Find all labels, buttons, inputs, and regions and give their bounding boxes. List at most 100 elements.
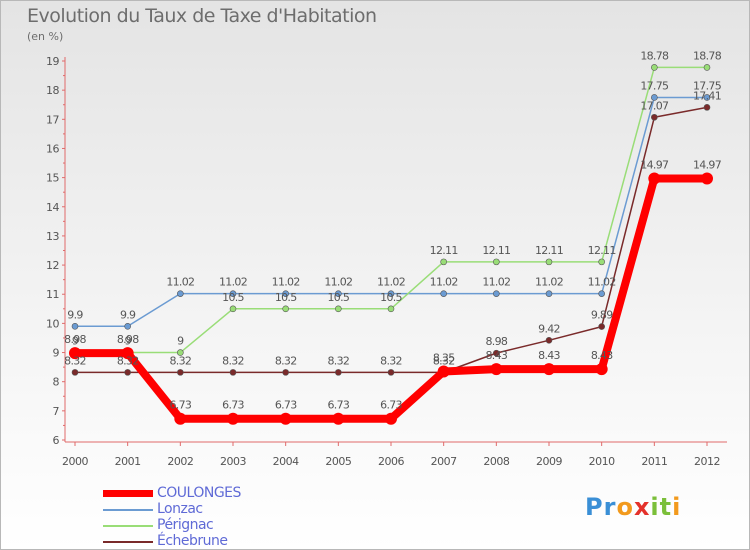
data-point — [282, 290, 289, 297]
data-point — [385, 412, 397, 425]
y-tick-label: 6 — [53, 434, 60, 447]
data-point — [69, 347, 81, 360]
data-label: 10.5 — [222, 291, 244, 304]
y-tick-label: 7 — [53, 405, 60, 418]
data-point — [124, 369, 131, 376]
data-label: 9.9 — [67, 308, 83, 321]
data-point — [71, 369, 79, 376]
data-point — [493, 349, 500, 357]
data-point — [651, 94, 658, 101]
logo-letter: P — [585, 493, 604, 521]
y-tick-label: 15 — [46, 172, 59, 185]
data-label: 8.32 — [222, 354, 244, 367]
data-point — [335, 305, 342, 313]
data-point — [282, 305, 289, 313]
data-label: 8.32 — [380, 354, 402, 367]
x-tick-label: 2000 — [62, 455, 88, 468]
data-point — [703, 64, 711, 71]
data-label: 8.43 — [591, 349, 613, 362]
x-tick-label: 2004 — [273, 455, 299, 468]
data-point — [440, 290, 447, 297]
data-point — [651, 113, 658, 121]
data-point — [387, 369, 395, 376]
data-point — [598, 258, 605, 266]
y-tick-label: 9 — [53, 347, 60, 360]
legend-swatch — [103, 490, 153, 497]
data-point — [71, 322, 79, 330]
data-label: 11.02 — [166, 276, 194, 289]
x-tick-label: 2010 — [589, 455, 615, 468]
data-point — [177, 369, 184, 376]
data-label: 11.02 — [482, 276, 510, 289]
y-tick-label: 14 — [46, 201, 59, 214]
x-tick-label: 2012 — [694, 455, 720, 468]
proxiti-logo: Proxiti — [585, 493, 681, 521]
data-point — [490, 363, 503, 376]
logo-letter: r — [603, 493, 617, 521]
data-point — [651, 64, 658, 71]
data-label: 12.11 — [588, 244, 616, 257]
data-label: 12.11 — [430, 244, 458, 257]
data-label: 18.78 — [640, 49, 669, 62]
y-tick-label: 16 — [46, 142, 59, 155]
data-label: 8.32 — [169, 354, 191, 367]
data-point — [493, 258, 500, 266]
data-point — [387, 305, 395, 313]
logo-letter: i — [650, 493, 660, 521]
data-point — [701, 172, 713, 185]
y-tick-label: 12 — [46, 259, 59, 272]
data-label: 12.11 — [535, 244, 563, 257]
data-label: 11.02 — [219, 276, 247, 289]
y-tick-label: 8 — [53, 376, 60, 389]
data-point — [598, 323, 605, 330]
data-label: 17.75 — [640, 79, 669, 92]
data-point — [648, 172, 661, 185]
data-point — [282, 369, 289, 376]
x-tick-label: 2003 — [220, 455, 246, 468]
legend-label: Échebrune — [157, 533, 228, 549]
data-label: 8.35 — [433, 351, 455, 364]
legend-swatch — [103, 541, 153, 543]
x-tick-label: 2011 — [641, 455, 667, 468]
data-label: 9.9 — [120, 308, 136, 321]
data-label: 11.02 — [430, 276, 458, 289]
x-tick-label: 2007 — [431, 455, 457, 468]
data-label: 11.02 — [324, 276, 352, 289]
data-label: 11.02 — [535, 276, 563, 289]
data-point — [124, 322, 131, 330]
data-label: 18.78 — [693, 49, 722, 62]
logo-letter: o — [616, 493, 634, 521]
data-point — [437, 365, 450, 378]
data-label: 8.98 — [117, 333, 139, 346]
data-point — [229, 290, 237, 297]
data-point — [545, 290, 553, 297]
data-label: 6.73 — [380, 399, 402, 412]
x-tick-label: 2009 — [536, 455, 562, 468]
data-label: 8.43 — [485, 349, 507, 362]
data-label: 8.32 — [275, 354, 297, 367]
data-point — [177, 290, 184, 297]
data-point — [543, 363, 555, 376]
data-point — [598, 290, 605, 297]
data-label: 8.98 — [485, 335, 507, 348]
data-label: 8.32 — [327, 354, 349, 367]
data-label: 17.75 — [693, 79, 722, 92]
data-label: 8.32 — [117, 354, 139, 367]
x-tick-label: 2005 — [325, 455, 351, 468]
legend-swatch — [103, 525, 153, 527]
x-tick-label: 2001 — [115, 455, 141, 468]
data-label: 9 — [177, 335, 184, 348]
data-label: 11.02 — [377, 276, 405, 289]
data-point — [703, 94, 711, 101]
data-label: 11.02 — [272, 276, 300, 289]
data-label: 6.73 — [275, 399, 297, 412]
data-label: 14.97 — [640, 158, 669, 171]
data-label: 8.32 — [433, 354, 455, 367]
x-tick-label: 2008 — [483, 455, 509, 468]
data-label: 12.11 — [482, 244, 510, 257]
data-label: 8.43 — [538, 349, 560, 362]
data-label: 8.32 — [64, 354, 86, 367]
data-point — [703, 104, 711, 111]
legend: COULONGES Lonzac Pérignac Échebrune — [103, 485, 303, 549]
